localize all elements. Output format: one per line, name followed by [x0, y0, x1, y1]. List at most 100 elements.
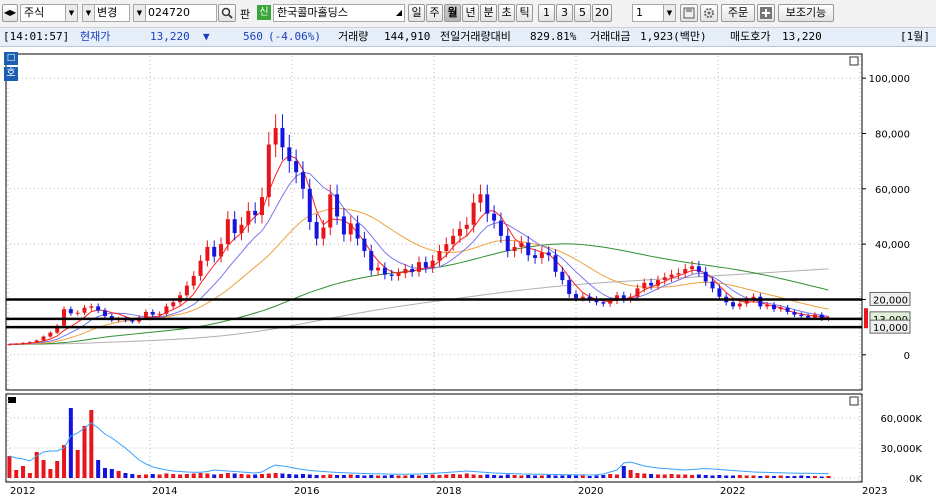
save-button[interactable] [680, 4, 698, 22]
count-select[interactable]: 1 ▼ [632, 4, 676, 22]
x-tick-label: 2022 [720, 486, 745, 497]
volume-bar [89, 410, 94, 478]
candle-body [96, 306, 101, 311]
volume-bar [300, 474, 305, 478]
candle-body [396, 273, 401, 276]
volume-bar [737, 475, 742, 478]
volume-tick-label: 0K [909, 474, 922, 485]
market-toggle-icon[interactable]: ◀▶ [2, 4, 18, 22]
candle-body [444, 244, 449, 252]
settings-button[interactable] [700, 4, 718, 22]
volume-bar [635, 473, 640, 478]
volume-bar [41, 460, 46, 478]
volume-tick-label: 60,000K [880, 414, 922, 425]
volume-bar [423, 475, 428, 478]
market-select[interactable]: 주식 ▼ [20, 4, 78, 22]
candle-body [785, 307, 790, 312]
candle-body [533, 255, 538, 258]
market-label: 주식 [24, 6, 45, 19]
candle-body [621, 295, 626, 300]
candle-body [539, 252, 544, 258]
y-tick-label: 0 [904, 351, 910, 362]
candle-body [328, 194, 333, 228]
volume-bar [376, 475, 381, 478]
down-arrow-icon: ▼ [203, 30, 210, 43]
count-button-3[interactable]: 3 [556, 4, 573, 22]
candle-body [771, 305, 776, 310]
aux-function-button[interactable]: 보조기능 [778, 4, 834, 22]
volume-bar [246, 474, 251, 478]
candle-body [417, 262, 421, 272]
period-button-2[interactable]: 월 [444, 4, 461, 22]
volume-bar [150, 474, 155, 478]
candle-body [171, 302, 176, 307]
candle-body [812, 314, 817, 318]
chevron-down-icon: ▼ [134, 5, 146, 21]
period-button-5[interactable]: 초 [498, 4, 515, 22]
panel-toggle-icon[interactable]: □ [4, 52, 18, 65]
volume-bar [266, 473, 271, 478]
volume-bar [765, 475, 770, 478]
volume-bar [96, 460, 101, 478]
period-button-0[interactable]: 일 [408, 4, 425, 22]
candle-body [744, 299, 749, 304]
chart-area[interactable]: 100,000 80,000 60,000 40,000 20,000 0 2012 2014… [0, 48, 936, 498]
count-value: 1 [636, 6, 643, 19]
period-button-6[interactable]: 틱 [516, 4, 533, 22]
count-button-20[interactable]: 20 [592, 4, 612, 22]
candle-body [164, 306, 169, 314]
volume-bar [471, 474, 476, 478]
period-button-3[interactable]: 년 [462, 4, 479, 22]
volume-bar [164, 473, 169, 478]
candle-body [819, 314, 824, 319]
volume-bar [82, 426, 87, 478]
volume-bar [464, 473, 469, 478]
volume-bar [389, 475, 394, 478]
candle-body [423, 262, 428, 268]
volume-bar [178, 474, 183, 478]
volume-bar [27, 473, 32, 478]
price-chart[interactable]: 100,000 80,000 60,000 40,000 20,000 0 2012 2014… [0, 48, 936, 498]
candle-body [403, 269, 408, 274]
count-button-5[interactable]: 5 [574, 4, 591, 22]
volume-bar [48, 469, 53, 478]
volume-bar [642, 473, 647, 478]
volume-bar [62, 445, 67, 478]
candle-body [437, 251, 442, 261]
period-type-select[interactable]: ▼ 변경 [82, 4, 130, 22]
candle-body [410, 269, 415, 272]
x-tick-label: 2016 [294, 486, 319, 497]
quote-button[interactable]: 호 [4, 67, 18, 81]
candle-body [191, 275, 196, 286]
candle-body [335, 194, 340, 217]
candle-body [273, 127, 278, 145]
volume-bar [580, 475, 585, 478]
volume-bar [485, 474, 490, 478]
candle-body [546, 252, 551, 256]
candle-body [690, 266, 695, 270]
candle-body [758, 296, 763, 307]
volume-bar [225, 473, 230, 478]
search-button[interactable] [218, 4, 236, 22]
volume-bar [328, 474, 333, 478]
y-tick-label: 60,000 [875, 185, 910, 196]
candle-body [683, 269, 688, 274]
x-tick-label: 2014 [152, 486, 177, 497]
candle-body [457, 228, 462, 236]
stock-name-field[interactable]: 한국콜마홀딩스 ◢ [273, 4, 405, 22]
period-button-1[interactable]: 주 [426, 4, 443, 22]
order-button[interactable]: 주문 [721, 4, 755, 22]
volume-bar [239, 474, 244, 478]
candle-body [150, 311, 155, 315]
candle-body [512, 246, 517, 252]
volume-bar [123, 473, 128, 478]
add-indicator-button[interactable] [757, 4, 775, 22]
stock-code-field[interactable]: ▼ 024720 [133, 4, 217, 22]
candle-body [34, 340, 39, 343]
volume-bar [143, 474, 148, 478]
period-button-4[interactable]: 분 [480, 4, 497, 22]
candle-body [655, 280, 660, 286]
count-button-1[interactable]: 1 [538, 4, 555, 22]
volume-bar [444, 474, 449, 478]
